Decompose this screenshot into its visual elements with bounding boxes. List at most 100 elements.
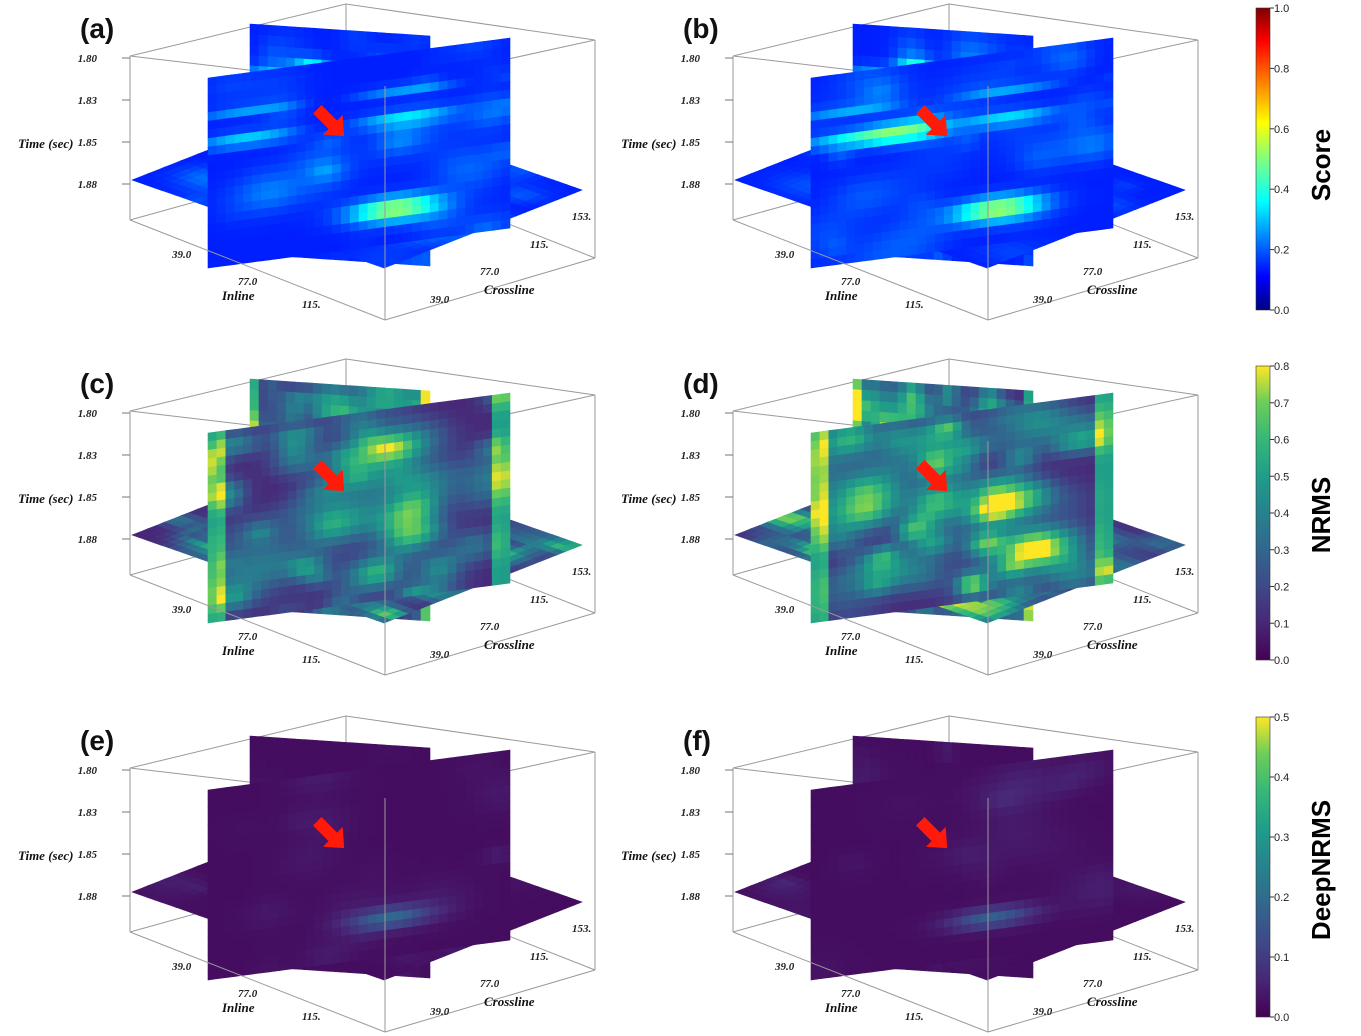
red-arrow [313,817,345,849]
crossline-tick: 77.0 [1083,978,1103,990]
time-tick: 1.80 [681,408,701,420]
panel-a: (a) 1.80 1.83 1.85 1.88 Time (sec) 39.0 77.0 115… [18,3,596,321]
crossline-axis-label: Crossline [484,282,535,297]
crossline-tick: 153. [572,566,591,578]
colorbar-title: NRMS [1306,477,1336,554]
time-tick: 1.80 [681,53,701,65]
panel-b: (b) 1.80 1.83 1.85 1.88 Time (sec) 39.0 77.0 115… [621,3,1199,321]
box-front-edges [129,441,596,676]
crossline-axis-label: Crossline [1087,994,1138,1009]
time-tick: 1.88 [78,891,98,903]
crossline-tick: 115. [1133,594,1152,606]
slice-inline [810,392,1114,624]
crossline-axis-label: Crossline [484,994,535,1009]
crossline-tick: 153. [1175,211,1194,223]
time-tick: 1.80 [78,53,98,65]
colorbar-tick: 0.0 [1274,655,1289,667]
inline-tick: 77.0 [841,988,861,1000]
inline-tick: 39.0 [774,249,795,261]
colorbar-score: 0.0 0.2 0.4 0.6 0.8 1.0 Score [1255,3,1336,317]
colorbar-tick: 0.4 [1274,772,1289,784]
colorbar-tick: 0.0 [1274,305,1289,317]
colorbar-tick: 0.2 [1274,582,1289,594]
crossline-tick: 153. [572,211,591,223]
time-tick: 1.88 [78,534,98,546]
colorbar-gradient [1255,716,1271,1018]
crossline-tick: 39.0 [429,649,450,661]
time-axis-label: Time (sec) [621,848,676,863]
crossline-tick: 77.0 [480,266,500,278]
inline-tick: 77.0 [841,631,861,643]
panel-f: (f) 1.80 1.83 1.85 1.88 Time (sec) 39.0 77.0 115… [621,715,1199,1033]
slice-inline [810,749,1114,981]
inline-tick: 39.0 [171,961,192,973]
time-tick: 1.83 [78,450,98,462]
slice-inline [207,37,511,269]
colorbar-nrms: 0.0 0.1 0.2 0.3 0.4 0.5 0.6 0.7 0.8 NRMS [1255,361,1336,667]
time-tick: 1.88 [78,179,98,191]
colorbar-tick: 0.2 [1274,245,1289,257]
panel-label: (d) [683,368,719,399]
slice-inline [207,749,511,981]
panel-label: (f) [683,725,711,756]
inline-tick: 115. [905,654,924,666]
crossline-tick: 39.0 [1032,1006,1053,1018]
red-arrow [916,460,948,492]
box-front-edges [129,798,596,1033]
time-tick: 1.88 [681,534,701,546]
colorbar-tick: 0.7 [1274,398,1289,410]
crossline-tick: 39.0 [429,294,450,306]
crossline-tick: 153. [1175,923,1194,935]
time-axis-label: Time (sec) [18,136,73,151]
inline-tick: 115. [905,1011,924,1023]
crossline-tick: 115. [1133,951,1152,963]
time-axis-label: Time (sec) [621,491,676,506]
crossline-tick: 153. [1175,566,1194,578]
time-tick: 1.83 [681,95,701,107]
crossline-tick: 115. [530,594,549,606]
panel-label: (e) [80,725,114,756]
red-arrow [916,105,948,137]
time-tick: 1.85 [78,492,98,504]
crossline-axis-label: Crossline [1087,637,1138,652]
crossline-tick: 115. [530,239,549,251]
inline-tick: 77.0 [238,276,258,288]
inline-axis-label: Inline [221,288,255,303]
colorbar-tick: 0.1 [1274,952,1289,964]
colorbar-tick: 0.2 [1274,892,1289,904]
colorbar-tick: 0.1 [1274,618,1289,630]
time-tick: 1.85 [681,849,701,861]
colorbar-tick: 1.0 [1274,3,1289,15]
red-arrow [313,460,345,492]
inline-tick: 39.0 [171,604,192,616]
colorbar-tick: 0.4 [1274,184,1289,196]
colorbar-tick: 0.8 [1274,63,1289,75]
time-tick: 1.85 [681,137,701,149]
panel-label: (b) [683,13,719,44]
panel-label: (c) [80,368,114,399]
time-axis-label: Time (sec) [18,848,73,863]
inline-axis-label: Inline [221,1000,255,1015]
time-tick: 1.80 [78,408,98,420]
panel-c: (c) 1.80 1.83 1.85 1.88 Time (sec) 39.0 77.0 115… [18,358,596,676]
inline-tick: 39.0 [774,961,795,973]
inline-axis-label: Inline [221,643,255,658]
inline-tick: 115. [905,299,924,311]
crossline-tick: 39.0 [429,1006,450,1018]
inline-tick: 77.0 [238,631,258,643]
colorbar-tick: 0.5 [1274,712,1289,724]
colorbar-title: DeepNRMS [1306,800,1336,940]
box-front-edges [129,86,596,321]
red-arrow [313,105,345,137]
slice-inline [207,392,511,624]
inline-tick: 115. [302,654,321,666]
time-tick: 1.83 [78,807,98,819]
time-tick: 1.88 [681,179,701,191]
time-tick: 1.80 [78,765,98,777]
inline-tick: 39.0 [171,249,192,261]
crossline-tick: 153. [572,923,591,935]
colorbar-tick: 0.6 [1274,124,1289,136]
crossline-tick: 115. [1133,239,1152,251]
inline-tick: 77.0 [841,276,861,288]
